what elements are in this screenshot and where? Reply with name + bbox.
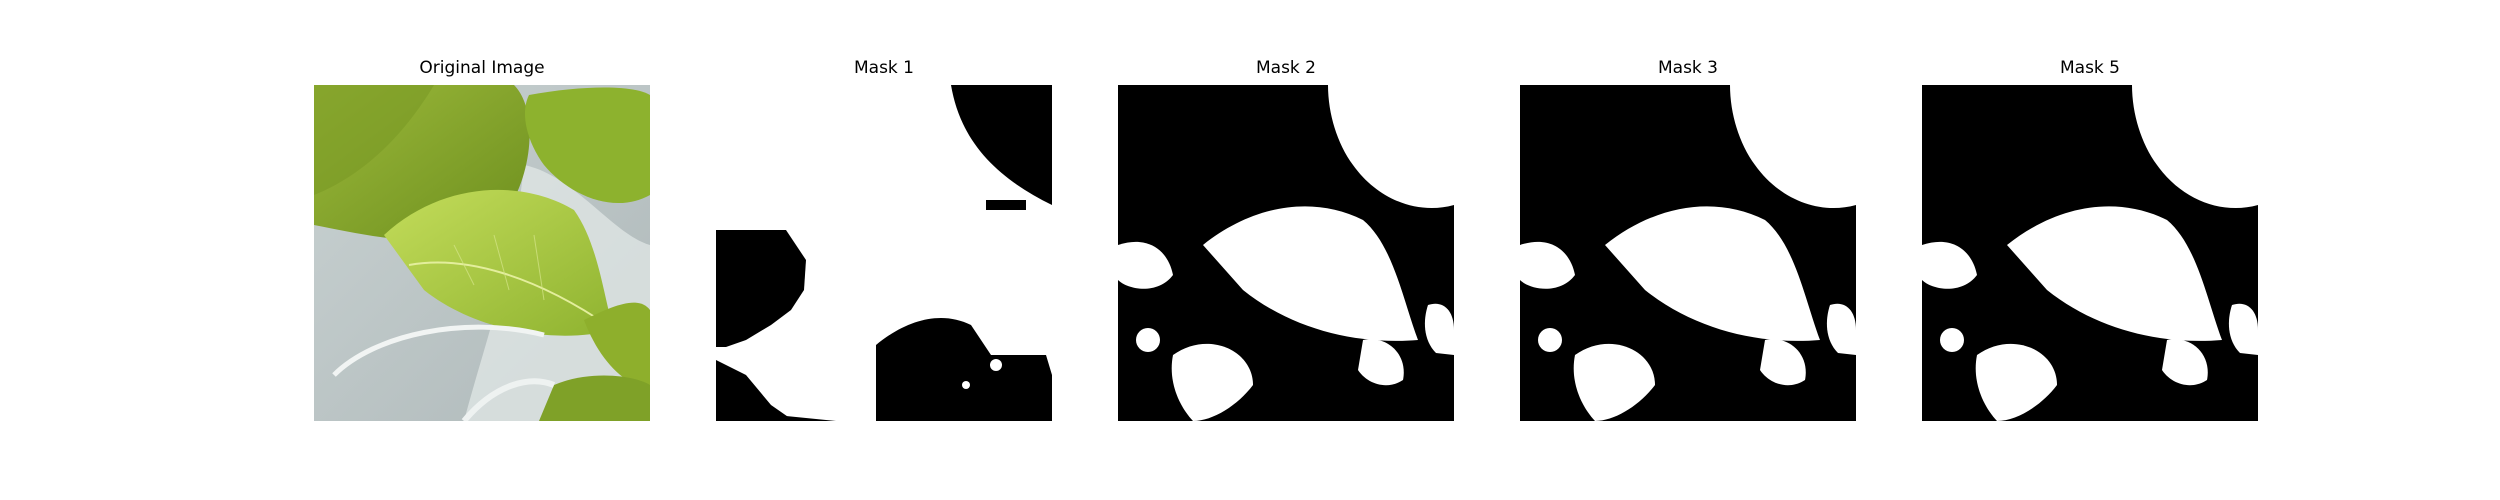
panel-title-mask-2: Mask 2 xyxy=(1255,58,1316,78)
panel-title-original-image: Original Image xyxy=(419,58,545,78)
mask-1-image xyxy=(716,85,1052,421)
original-image xyxy=(314,85,650,421)
mask-3-image xyxy=(1520,85,1856,421)
panel-title-mask-3: Mask 3 xyxy=(1657,58,1718,78)
panel-title-mask-1: Mask 1 xyxy=(853,58,914,78)
panel-title-mask-5: Mask 5 xyxy=(2059,58,2120,78)
mask-5-image xyxy=(1922,85,2258,421)
mask-2-image xyxy=(1118,85,1454,421)
